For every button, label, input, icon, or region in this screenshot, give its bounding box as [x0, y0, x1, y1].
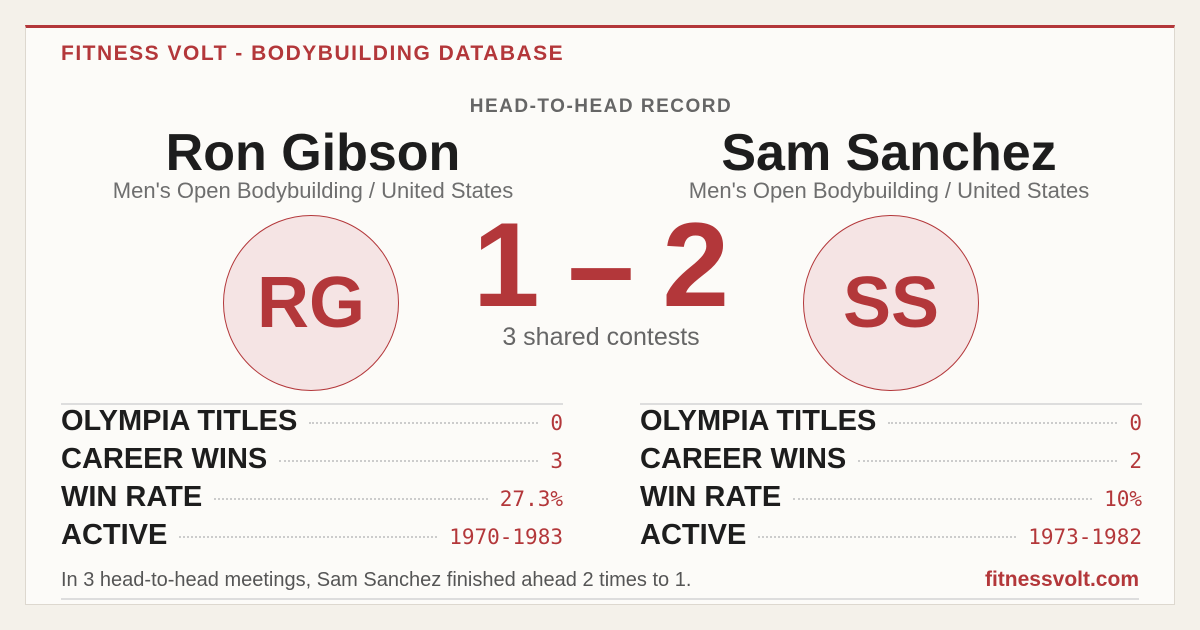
score-separator: – [567, 198, 635, 332]
leader [179, 536, 438, 538]
stat-value: 3 [550, 449, 563, 473]
athlete-name: Sam Sanchez [721, 124, 1057, 182]
stat-label: WIN RATE [640, 481, 782, 513]
athlete-category: Men's Open Bodybuilding / United States [112, 178, 514, 203]
stat-row: WIN RATE 10% [640, 481, 1142, 519]
leader [279, 460, 539, 462]
athlete-name: Ron Gibson [165, 124, 461, 182]
stats: OLYMPIA TITLES 0 CAREER WINS 2 WIN RATE 10% AC… [640, 403, 1142, 557]
score-caption: 3 shared contests [502, 323, 700, 351]
stat-value: 1970-1983 [449, 525, 563, 549]
leader [793, 498, 1093, 500]
leader [214, 498, 488, 500]
site-link[interactable]: fitnessvolt.com [984, 568, 1139, 591]
leader [758, 536, 1017, 538]
stat-row: OLYMPIA TITLES 0 [640, 405, 1142, 443]
stat-label: ACTIVE [640, 519, 747, 551]
stat-row: WIN RATE 27.3% [61, 481, 563, 519]
stat-value: 2 [1129, 449, 1142, 473]
stat-label: OLYMPIA TITLES [61, 405, 298, 437]
stat-row: OLYMPIA TITLES 0 [61, 405, 563, 443]
leader [309, 422, 539, 424]
score-left: 1 [472, 198, 540, 332]
avatar: RG [223, 215, 399, 391]
score: 1–2 [459, 196, 743, 334]
stat-value: 1973-1982 [1028, 525, 1142, 549]
stat-row: CAREER WINS 2 [640, 443, 1142, 481]
avatar: SS [803, 215, 979, 391]
divider [61, 598, 1139, 600]
stat-label: CAREER WINS [640, 443, 847, 475]
leader [888, 422, 1118, 424]
stat-row: CAREER WINS 3 [61, 443, 563, 481]
subtitle: HEAD-TO-HEAD RECORD [469, 96, 733, 117]
stat-value: 0 [550, 411, 563, 435]
stat-row: ACTIVE 1970-1983 [61, 519, 563, 557]
stat-row: ACTIVE 1973-1982 [640, 519, 1142, 557]
stat-label: OLYMPIA TITLES [640, 405, 877, 437]
card: FITNESS VOLT - BODYBUILDING DATABASE HEA… [25, 25, 1175, 605]
stat-value: 27.3% [499, 487, 563, 511]
score-right: 2 [662, 198, 730, 332]
stat-label: CAREER WINS [61, 443, 268, 475]
stat-label: WIN RATE [61, 481, 203, 513]
leader [858, 460, 1118, 462]
summary: In 3 head-to-head meetings, Sam Sanchez … [61, 569, 692, 591]
stat-label: ACTIVE [61, 519, 168, 551]
athlete-category: Men's Open Bodybuilding / United States [688, 178, 1090, 203]
stat-value: 10% [1104, 487, 1142, 511]
stat-value: 0 [1129, 411, 1142, 435]
stats: OLYMPIA TITLES 0 CAREER WINS 3 WIN RATE 27.3%… [61, 403, 563, 557]
brand: FITNESS VOLT - BODYBUILDING DATABASE [61, 42, 565, 65]
